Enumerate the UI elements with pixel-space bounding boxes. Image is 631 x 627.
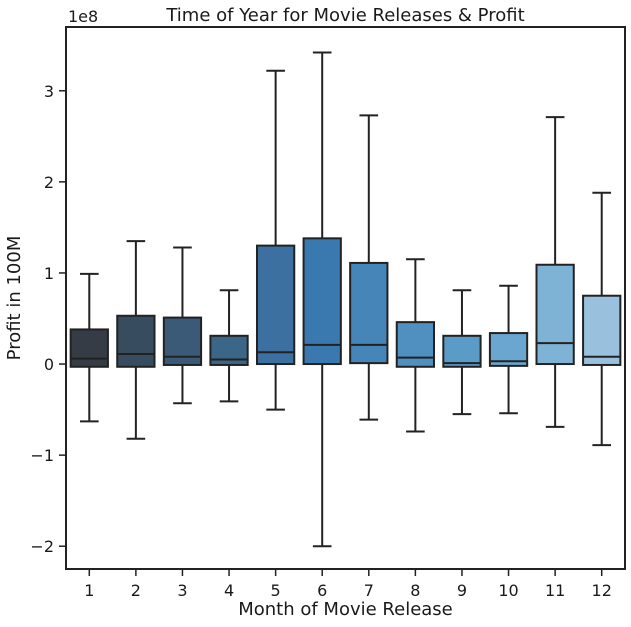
y-tick-label: 3 xyxy=(44,82,54,101)
x-tick-label: 12 xyxy=(592,581,612,600)
box-month-3 xyxy=(162,246,203,405)
y-tick-label: 0 xyxy=(44,355,54,374)
iqr-box xyxy=(395,321,436,368)
box-month-5 xyxy=(255,69,296,411)
y-tick-label: 1 xyxy=(44,264,54,283)
box-month-2 xyxy=(116,240,156,440)
box-month-11 xyxy=(535,116,575,428)
box-month-9 xyxy=(442,289,482,416)
iqr-box xyxy=(209,334,249,366)
iqr-box xyxy=(69,328,109,368)
chart-title: Time of Year for Movie Releases & Profit xyxy=(165,5,524,26)
iqr-box xyxy=(162,316,203,366)
y-tick-label: 2 xyxy=(44,173,54,192)
x-tick-label: 10 xyxy=(498,581,518,600)
iqr-box xyxy=(349,261,389,365)
y-axis-label: Profit in 100M xyxy=(4,236,25,361)
iqr-box xyxy=(116,314,156,368)
x-tick-label: 8 xyxy=(410,581,420,600)
box-month-8 xyxy=(395,258,436,433)
y-axis: −2 −1 0 1 2 3 xyxy=(30,82,66,556)
x-tick-label: 9 xyxy=(457,581,467,600)
x-tick-label: 7 xyxy=(364,581,374,600)
x-tick-label: 3 xyxy=(177,581,187,600)
iqr-box xyxy=(442,334,482,368)
box-month-7 xyxy=(349,114,389,421)
x-tick-label: 2 xyxy=(131,581,141,600)
x-axis: 1 2 3 4 5 6 7 8 9 10 11 12 xyxy=(84,569,612,600)
y-axis-offset-label: 1e8 xyxy=(68,7,98,26)
x-tick-label: 6 xyxy=(317,581,327,600)
y-tick-label: −1 xyxy=(30,446,54,465)
plot-area xyxy=(69,51,622,548)
x-tick-label: 11 xyxy=(545,581,565,600)
box-month-6 xyxy=(302,51,342,548)
box-month-10 xyxy=(488,284,529,415)
iqr-box xyxy=(535,263,575,366)
iqr-box xyxy=(582,294,622,366)
x-tick-label: 1 xyxy=(84,581,94,600)
x-tick-label: 5 xyxy=(271,581,281,600)
box-month-4 xyxy=(209,289,249,403)
x-tick-label: 4 xyxy=(224,581,234,600)
box-month-12 xyxy=(582,191,622,447)
iqr-box xyxy=(302,237,342,366)
x-axis-label: Month of Movie Release xyxy=(238,599,453,620)
iqr-box xyxy=(255,244,296,366)
axes-frame xyxy=(65,26,626,570)
box-month-1 xyxy=(69,272,109,423)
y-tick-label: −2 xyxy=(30,537,54,556)
